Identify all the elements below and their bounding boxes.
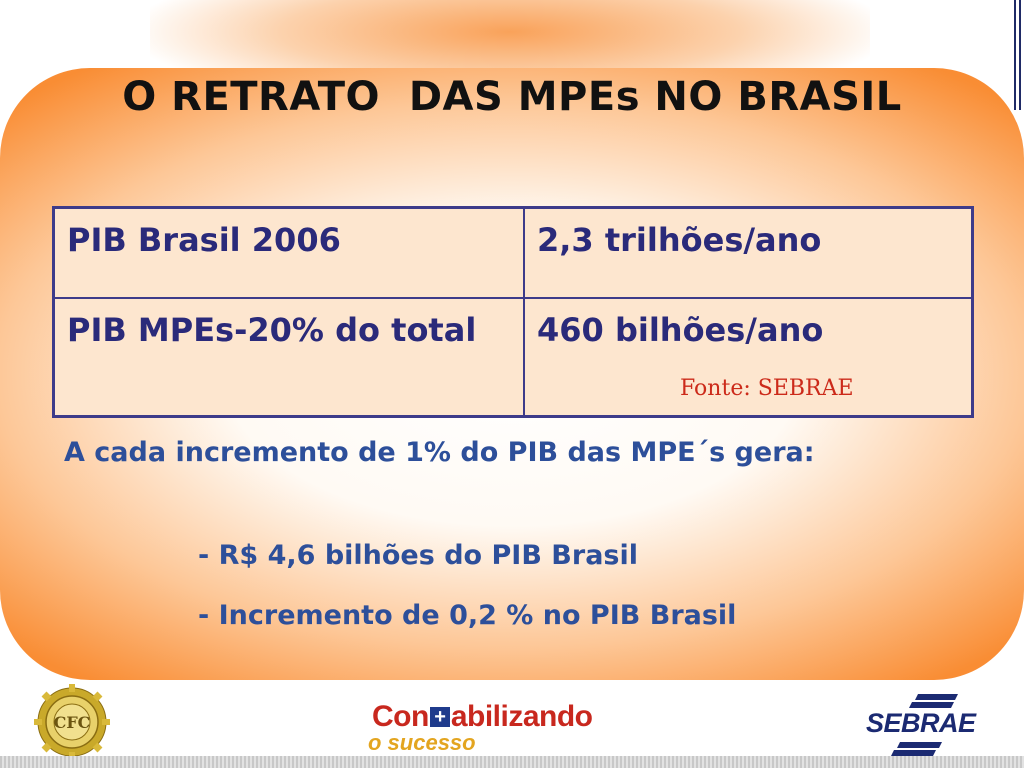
table-cell-label: PIB Brasil 2006 [52,206,525,299]
contabilizando-wordmark: Con + abilizando [372,700,593,734]
table-cell-value: 460 bilhões/ano [523,297,974,418]
contabilizando-tagline: o sucesso [368,730,476,755]
sebrae-stripes-icon [891,694,958,756]
cfc-logo-text: CFC [54,713,91,732]
contabilizando-prefix: Con [372,700,429,733]
sebrae-wordmark: SEBRAE [866,708,976,738]
contabilizando-suffix: abilizando [450,700,593,733]
table-cell-value: 2,3 trilhões/ano [523,206,974,299]
plus-icon: + [429,707,450,727]
bullet-item: - Incremento de 0,2 % no PIB Brasil [198,600,737,631]
table-row: PIB Brasil 2006 2,3 trilhões/ano [52,206,974,299]
contabilizando-logo: Con + abilizando o sucesso [368,700,622,756]
cfc-seal-logo: CFC [34,684,110,760]
table-cell-label: PIB MPEs-20% do total [52,297,525,418]
bullet-item: - R$ 4,6 bilhões do PIB Brasil [198,540,638,571]
intro-text: A cada incremento de 1% do PIB das MPE´s… [64,437,815,468]
table-row: PIB MPEs-20% do total 460 bilhões/ano [52,297,974,418]
corner-lines-decoration [1014,0,1022,110]
sebrae-logo: SEBRAE [866,692,996,756]
slide-title: O RETRATO DAS MPEs NO BRASIL [122,74,902,120]
footer-divider [0,756,1024,768]
top-glow-decoration [150,0,870,80]
source-note: Fonte: SEBRAE [680,376,854,401]
pib-table: PIB Brasil 2006 2,3 trilhões/ano PIB MPE… [52,206,974,418]
